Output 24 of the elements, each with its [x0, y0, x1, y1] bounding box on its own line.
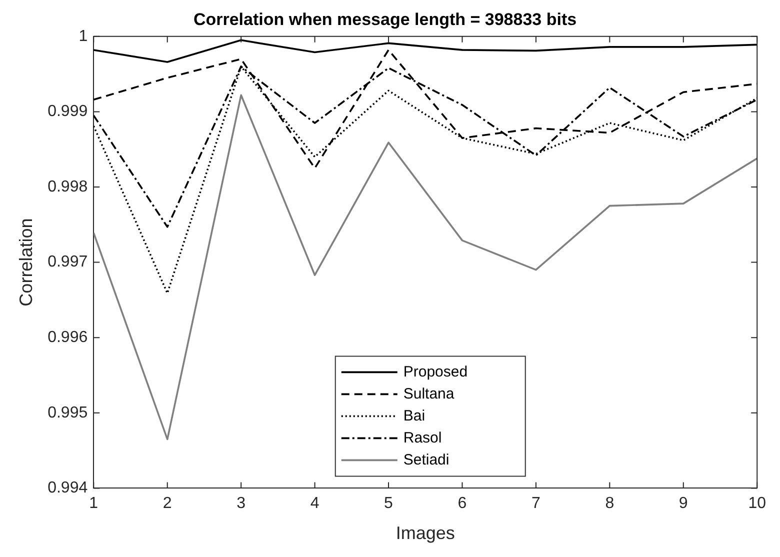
x-tick-label: 3: [236, 495, 246, 512]
y-tick-label: 0.994: [48, 480, 88, 497]
x-tick-label: 2: [162, 495, 172, 512]
x-tick-label: 6: [458, 495, 467, 512]
y-tick-label: 1: [78, 28, 88, 45]
x-tick-label: 4: [310, 495, 320, 512]
legend-label: Sultana: [403, 385, 455, 402]
legend-label: Rasol: [403, 429, 442, 446]
x-tick-label: 10: [748, 495, 766, 512]
chart-title: Correlation when message length = 398833 bits: [193, 10, 577, 29]
y-tick-label: 0.996: [48, 329, 88, 346]
y-tick-label: 0.995: [48, 404, 88, 422]
legend-label: Proposed: [403, 363, 468, 380]
x-tick-label: 9: [678, 495, 688, 512]
x-tick-label: 7: [531, 495, 540, 512]
y-tick-label: 0.998: [48, 178, 88, 196]
legend-label: Bai: [403, 407, 426, 424]
legend-label: Setiadi: [403, 451, 450, 468]
y-tick-label: 0.999: [48, 103, 88, 120]
x-tick-label: 8: [605, 495, 614, 512]
x-tick-label: 5: [384, 495, 394, 512]
x-axis-title: Images: [396, 523, 455, 544]
y-axis-title: Correlation: [16, 218, 36, 306]
y-tick-label: 0.997: [48, 254, 88, 271]
